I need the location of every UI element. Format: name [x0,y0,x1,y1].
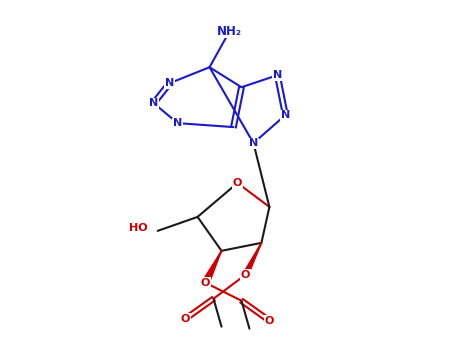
Text: O: O [233,178,242,188]
Text: N: N [249,138,258,148]
Text: O: O [201,278,210,288]
Polygon shape [243,243,262,276]
Text: O: O [265,316,274,326]
Text: N: N [273,70,282,80]
Text: HO: HO [129,223,148,233]
Text: O: O [181,314,190,324]
Text: O: O [241,270,250,280]
Text: NH₂: NH₂ [217,25,242,38]
Polygon shape [202,251,222,284]
Text: N: N [281,110,290,120]
Text: N: N [165,78,174,88]
Text: N: N [149,98,158,108]
Text: N: N [173,118,182,128]
